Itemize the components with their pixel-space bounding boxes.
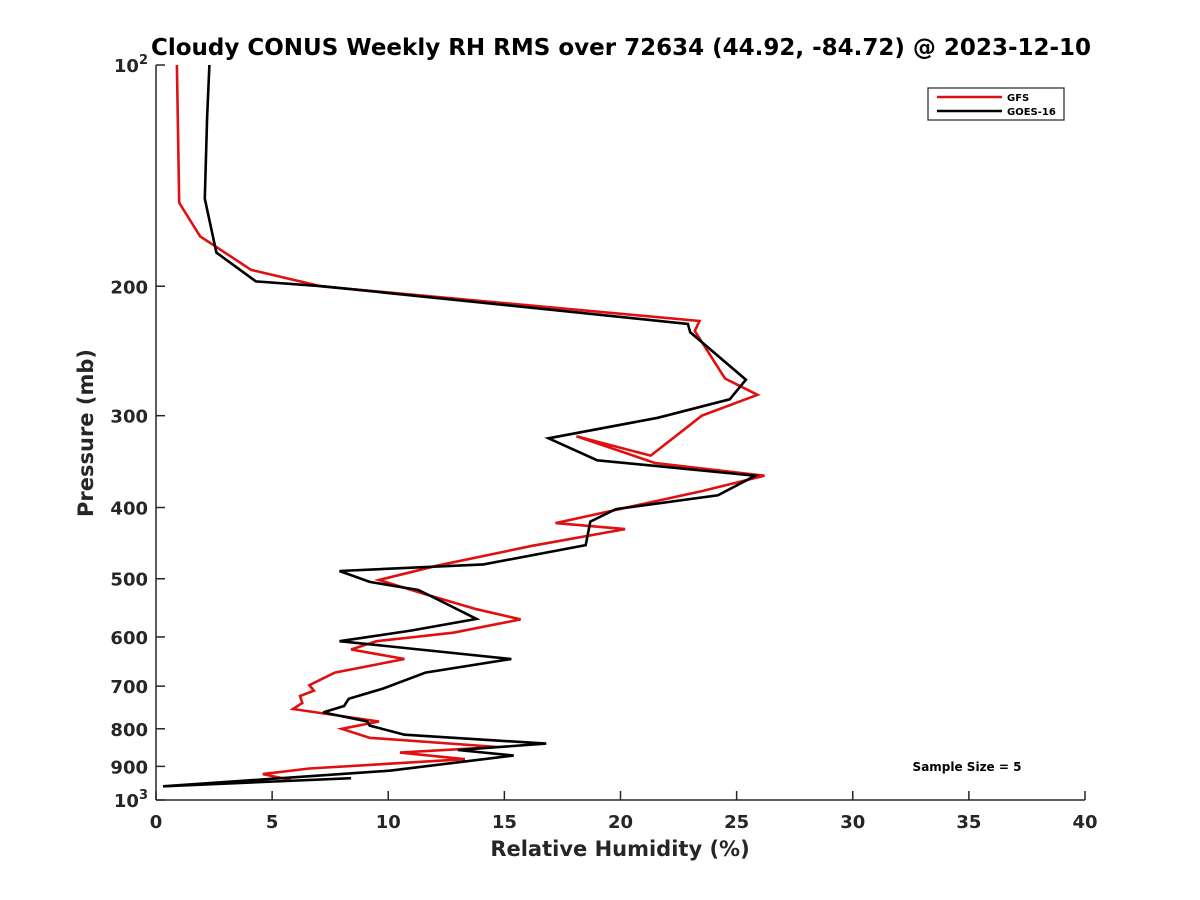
y-tick-label: 600 — [110, 628, 148, 649]
legend-box — [927, 87, 1065, 121]
y-tick-label: 900 — [110, 757, 148, 778]
x-tick-label: 10 — [376, 812, 401, 833]
sample-size-note: Sample Size = 5 — [913, 760, 1022, 774]
y-tick-label: 500 — [110, 570, 148, 591]
x-tick-label: 0 — [150, 812, 163, 833]
x-tick-label: 25 — [724, 812, 749, 833]
series-line-goes-16 — [162, 64, 760, 788]
legend-label-goes-16: GOES-16 — [1007, 107, 1056, 118]
legend-label-gfs: GFS — [1007, 93, 1029, 104]
plot-area — [162, 64, 765, 788]
legend: GFS GOES-16 — [927, 87, 1065, 121]
chart-title: Cloudy CONUS Weekly RH RMS over 72634 (4… — [151, 35, 1091, 61]
x-tick-label: 15 — [492, 812, 517, 833]
y-tick-label: 102 — [114, 53, 148, 77]
x-tick-label: 40 — [1072, 812, 1097, 833]
y-axis-label: Pressure (mb) — [74, 349, 98, 517]
x-tick-label: 5 — [266, 812, 279, 833]
y-tick-label: 200 — [110, 277, 148, 298]
y-tick-label: 400 — [110, 499, 148, 520]
y-tick-label: 103 — [114, 788, 148, 812]
y-axis-ticks: 102 200 300 400 500 600 700 800 900 103 — [110, 53, 165, 812]
x-axis-label: Relative Humidity (%) — [490, 837, 749, 861]
y-tick-label: 300 — [110, 407, 148, 428]
axes — [155, 65, 1085, 801]
series-line-gfs — [175, 64, 765, 782]
y-tick-label: 700 — [110, 677, 148, 698]
y-tick-label: 800 — [110, 720, 148, 741]
x-tick-label: 20 — [608, 812, 633, 833]
x-tick-label: 35 — [956, 812, 981, 833]
x-tick-label: 30 — [840, 812, 865, 833]
x-axis-ticks: 0 5 10 15 20 25 30 35 40 — [150, 791, 1098, 833]
